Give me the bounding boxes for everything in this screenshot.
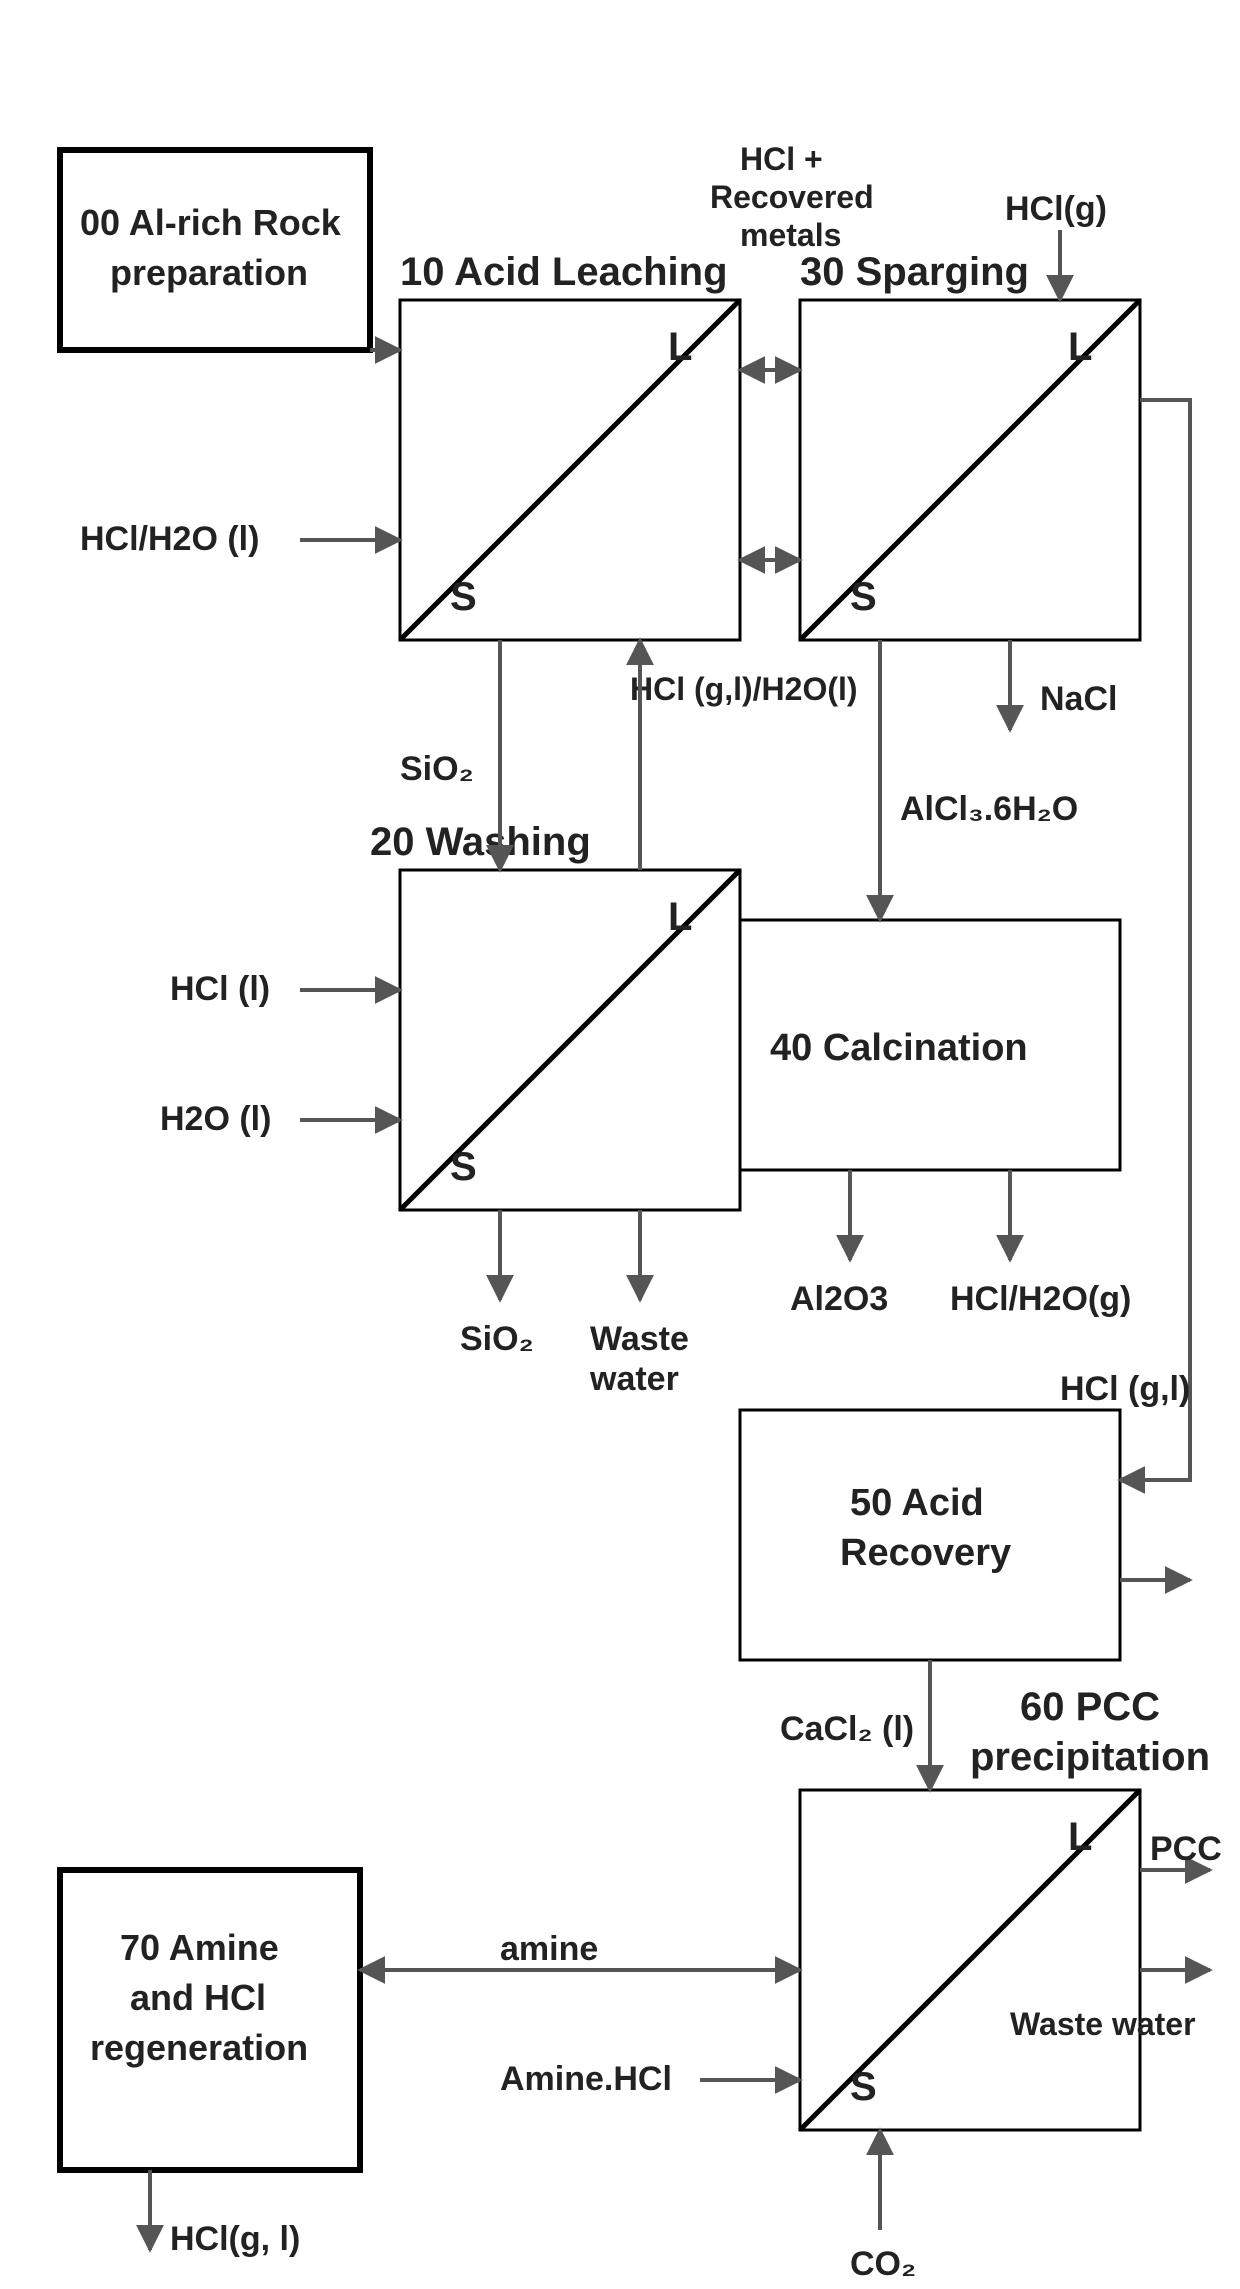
title-pcc1: 60 PCC xyxy=(1020,1685,1160,1729)
box-amine xyxy=(60,1870,360,2170)
box-prep-line2: preparation xyxy=(110,252,308,293)
lbl-hcl-recov2: Recovered xyxy=(710,179,874,215)
lbl-sio2-mid: SiO₂ xyxy=(400,750,474,788)
box-prep-line1: 00 Al-rich Rock xyxy=(80,202,342,243)
lbl-hcl-recov3: metals xyxy=(740,217,841,253)
lbl-hcl-recov1: HCl + xyxy=(740,141,823,177)
lbl-wastewater: Waste water xyxy=(1010,2006,1196,2042)
lbl-hcl-l: HCl (l) xyxy=(170,970,270,1008)
lbl-pcc-out: PCC xyxy=(1150,1830,1222,1868)
lbl-hclh2og: HCl/H2O(g) xyxy=(950,1280,1131,1318)
box-ar-line1: 50 Acid xyxy=(850,1482,984,1524)
box-am-line2: and HCl xyxy=(130,1977,266,2018)
lbl-al2o3: Al2O3 xyxy=(790,1280,888,1318)
title-sparge: 30 Sparging xyxy=(800,250,1029,294)
lbl-hcl-gl-h2o: HCl (g,l)/H2O(l) xyxy=(630,671,858,707)
lbl-h2o-l: H2O (l) xyxy=(160,1100,271,1138)
lbl-cacl2: CaCl₂ (l) xyxy=(780,1710,914,1748)
box-am-line3: regeneration xyxy=(90,2027,308,2068)
lbl-nacl: NaCl xyxy=(1040,680,1117,718)
box-am-line1: 70 Amine xyxy=(120,1927,279,1968)
box-ar-line2: Recovery xyxy=(840,1532,1011,1574)
flowchart: 00 Al-rich Rock preparation S L 10 Acid … xyxy=(0,0,1240,2289)
leach-S: S xyxy=(450,575,477,619)
lbl-amine: amine xyxy=(500,1930,598,1968)
lbl-waste1: Waste xyxy=(590,1320,689,1358)
sparge-S: S xyxy=(850,575,877,619)
pcc-L: L xyxy=(1068,1815,1092,1859)
title-leach: 10 Acid Leaching xyxy=(400,250,728,294)
lbl-hclgl2: HCl(g, l) xyxy=(170,2220,300,2258)
lbl-hclg: HCl(g) xyxy=(1005,190,1107,228)
lbl-waste2: water xyxy=(589,1360,679,1398)
wash-S: S xyxy=(450,1145,477,1189)
lbl-aminehcl: Amine.HCl xyxy=(500,2060,672,2098)
title-pcc2: precipitation xyxy=(970,1735,1210,1779)
leach-L: L xyxy=(668,325,692,369)
lbl-sio2-out: SiO₂ xyxy=(460,1320,534,1358)
wash-L: L xyxy=(668,895,692,939)
lbl-hclh2o-l: HCl/H2O (l) xyxy=(80,520,259,558)
lbl-alcl3: AlCl₃.6H₂O xyxy=(900,790,1078,828)
sparge-L: L xyxy=(1068,325,1092,369)
pcc-S: S xyxy=(850,2065,877,2109)
lbl-co2: CO₂ xyxy=(850,2245,916,2283)
box-prep xyxy=(60,150,370,350)
title-wash: 20 Washing xyxy=(370,820,591,864)
lbl-hcl-gl: HCl (g,l) xyxy=(1060,1370,1190,1408)
box-calc-label: 40 Calcination xyxy=(770,1027,1028,1069)
